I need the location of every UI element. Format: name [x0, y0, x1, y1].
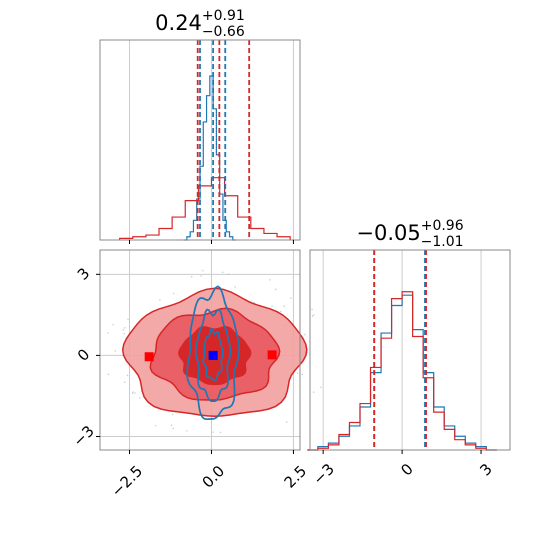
y-marginal-histogram-red	[307, 291, 497, 451]
joint-marker	[208, 350, 218, 360]
joint-scatter-point	[123, 332, 125, 335]
x-marginal-histogram-red	[119, 177, 291, 240]
joint-y-tick-label: 3	[74, 264, 93, 283]
joint-scatter-point	[311, 315, 314, 317]
y-marginal-frame	[309, 249, 511, 451]
joint-scatter-point	[134, 392, 136, 394]
joint-scatter-point	[296, 372, 299, 374]
joint-scatter-point	[202, 269, 204, 272]
joint-frame	[99, 249, 301, 451]
joint-scatter-point	[159, 299, 161, 301]
joint-scatter-point	[311, 308, 313, 311]
joint-scatter-point	[122, 329, 125, 331]
joint-scatter-point	[312, 314, 315, 316]
joint-scatter-point	[123, 327, 126, 329]
joint-scatter-point	[275, 288, 277, 291]
joint-scatter-point	[285, 421, 288, 423]
joint-scatter-point	[139, 396, 141, 399]
joint-scatter-point	[200, 275, 202, 277]
x-marginal-panel: 0.24+0.91 −0.66	[99, 8, 301, 244]
joint-scatter-point	[283, 305, 285, 308]
joint-y-tick-label: 0	[74, 345, 93, 364]
joint-marker	[144, 352, 154, 362]
x-marginal-frame	[99, 39, 301, 241]
joint-scatter-point	[172, 427, 175, 430]
joint-scatter-point	[123, 381, 126, 384]
joint-scatter-point	[219, 431, 222, 434]
y-marginal-tick-label: 3	[476, 460, 495, 479]
joint-panel: −2.5 0.0 2.5 3 0 −3	[69, 249, 322, 501]
y-marginal-tick-label: −3	[310, 460, 338, 488]
joint-scatter-point	[312, 391, 315, 393]
joint-y-tick-label: −3	[69, 422, 97, 450]
y-marginal-title: −0.05+0.96 −1.01	[356, 218, 463, 250]
y-marginal-tick-label: 0	[397, 460, 416, 479]
x-marginal-histogram-blue	[183, 75, 237, 241]
joint-scatter-point	[172, 292, 175, 295]
joint-scatter-point	[212, 431, 214, 433]
joint-x-tick-label: 0.0	[199, 462, 229, 492]
joint-scatter-point	[114, 350, 117, 352]
joint-scatter-point	[234, 286, 236, 288]
joint-scatter-point	[107, 373, 110, 376]
joint-scatter-point	[227, 273, 230, 275]
joint-scatter-point	[271, 305, 273, 307]
joint-scatter-point	[290, 297, 292, 299]
joint-scatter-point	[250, 300, 252, 302]
y-marginal-panel: −3 0 3 −0.05+0.96 −1.01	[307, 218, 511, 488]
joint-scatter-point	[131, 392, 134, 394]
joint-scatter-point	[107, 332, 109, 334]
joint-scatter-point	[186, 430, 188, 432]
joint-scatter-point	[170, 424, 173, 427]
joint-scatter-point	[301, 373, 304, 376]
joint-marker	[267, 350, 277, 360]
joint-scatter-point	[154, 424, 157, 427]
joint-scatter-point	[171, 413, 174, 416]
joint-scatter-point	[112, 323, 114, 326]
joint-scatter-point	[320, 386, 322, 389]
joint-scatter-point	[190, 275, 193, 278]
joint-scatter-point	[269, 279, 271, 281]
joint-x-tick-label: −2.5	[108, 462, 146, 500]
joint-scatter-point	[126, 374, 129, 377]
joint-scatter-point	[127, 318, 129, 321]
x-marginal-title: 0.24+0.91 −0.66	[155, 8, 245, 40]
joint-blue-contour	[194, 308, 232, 403]
joint-blue-contour	[202, 327, 224, 381]
joint-scatter-point	[303, 333, 306, 336]
joint-blue-contour	[186, 285, 241, 421]
joint-scatter-point	[221, 271, 224, 274]
joint-scatter-point	[279, 310, 282, 313]
joint-x-tick-label: 2.5	[281, 462, 311, 492]
